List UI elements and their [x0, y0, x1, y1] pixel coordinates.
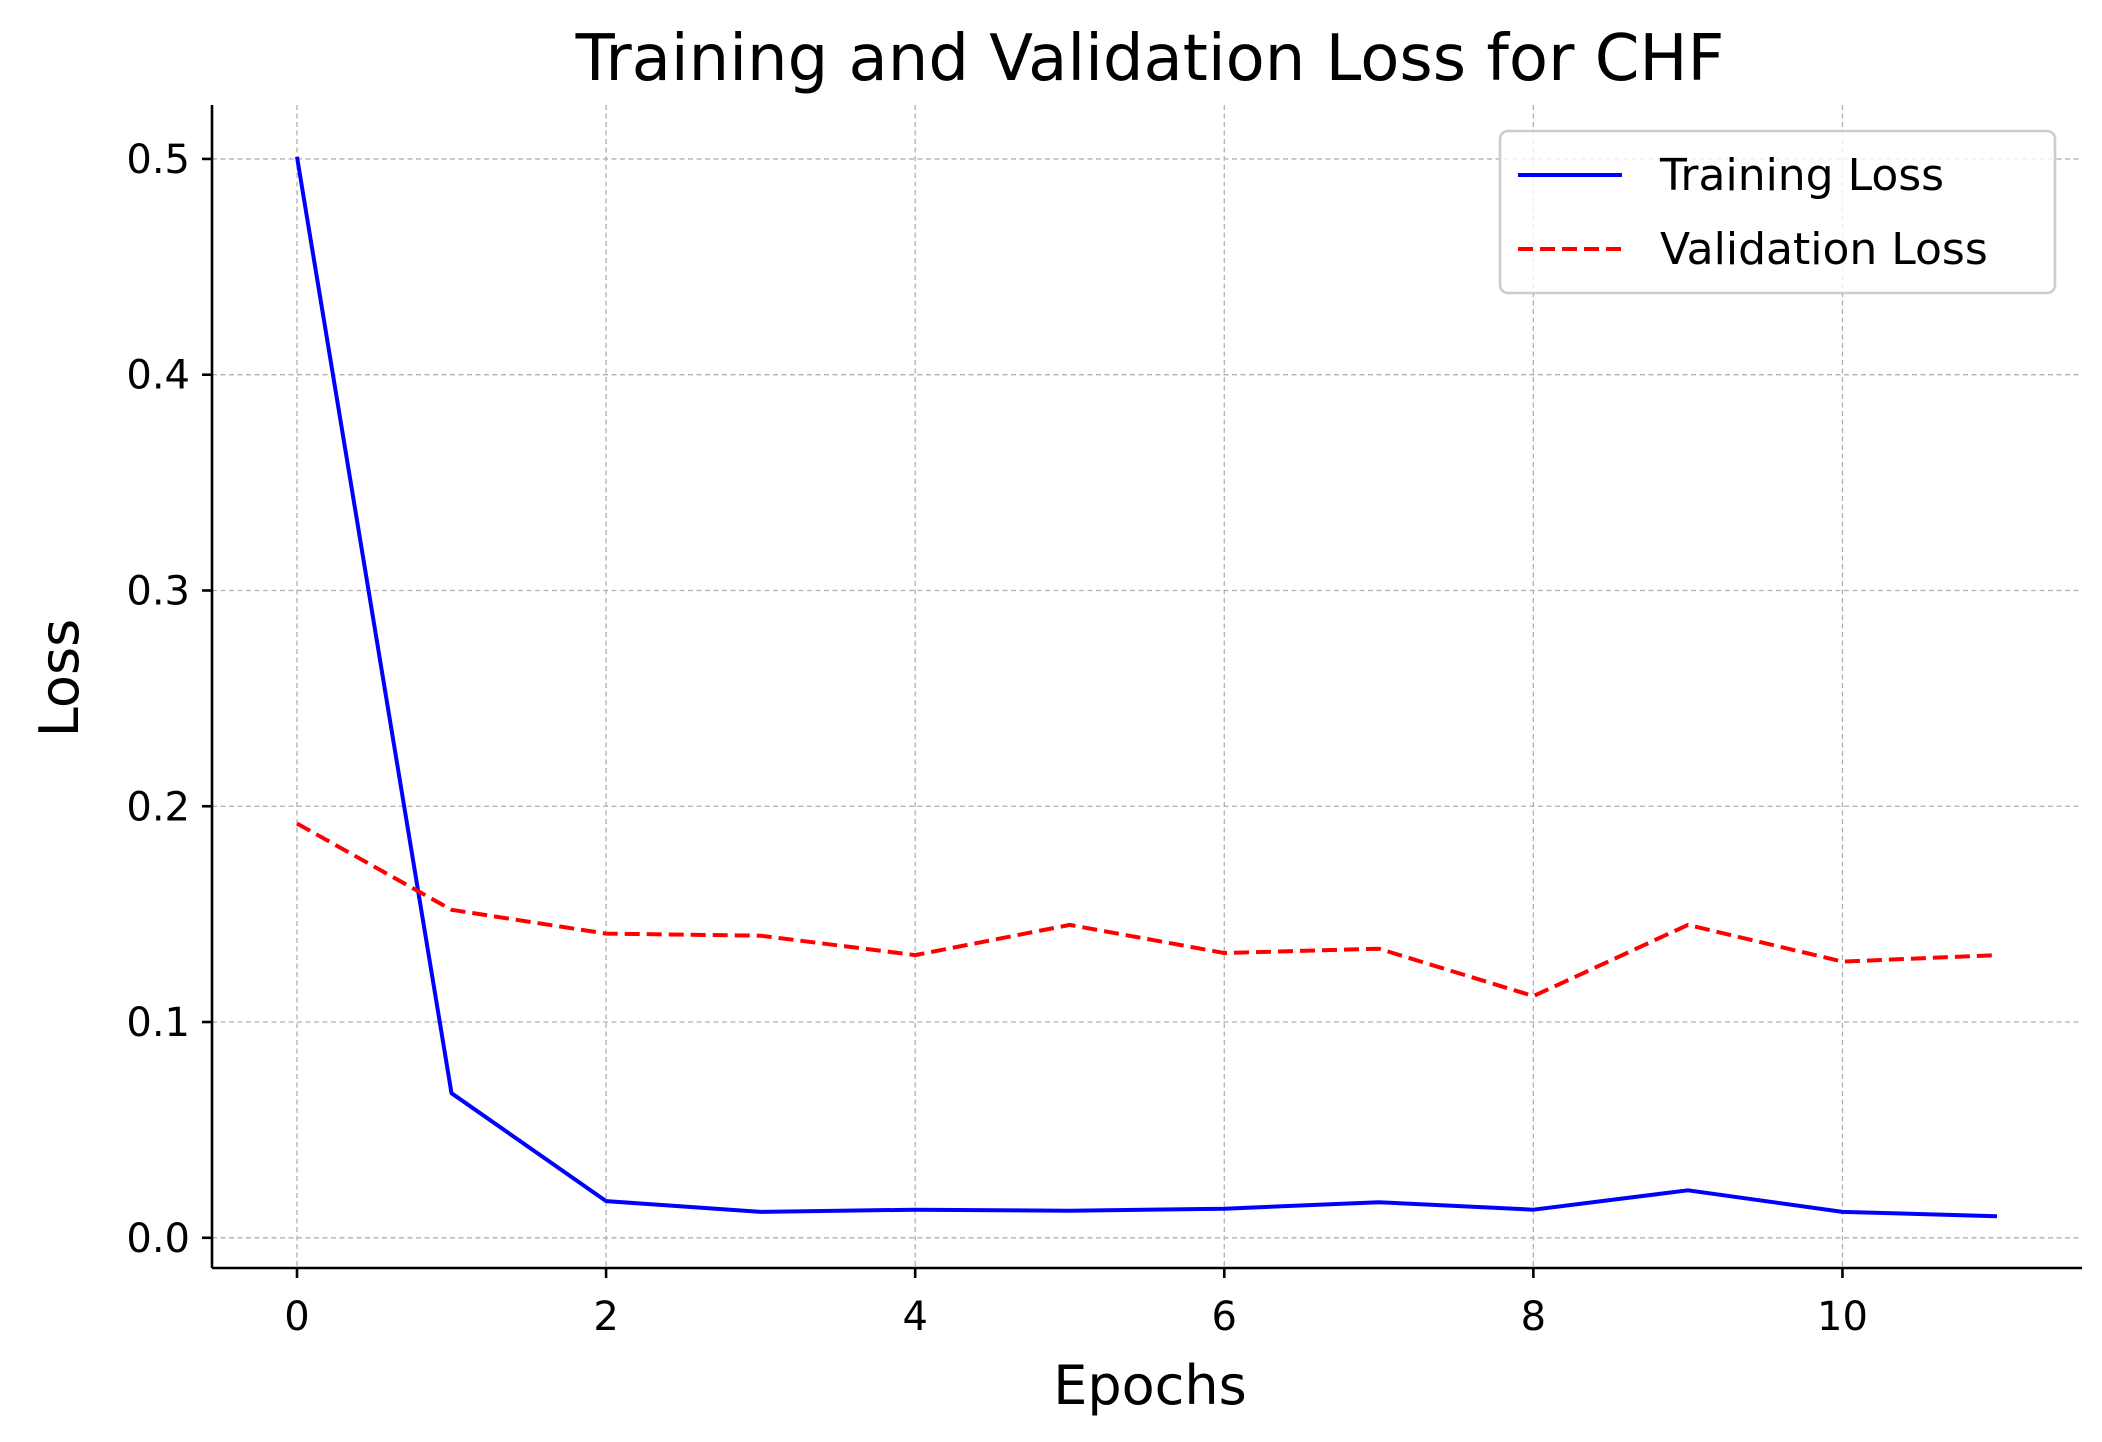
y-tick-label: 0.5 [126, 137, 190, 183]
y-tick-label: 0.2 [126, 784, 190, 830]
axes [202, 105, 2082, 1278]
chart-title: Training and Validation Loss for CHF [575, 22, 1725, 96]
y-tick-label: 0.1 [126, 1000, 190, 1046]
series-lines [295, 156, 1998, 1219]
legend-box [1498, 129, 2057, 295]
y-tick-label: 0.3 [126, 568, 190, 614]
x-tick-label: 10 [1817, 1294, 1868, 1340]
legend-label: Training Loss [1659, 150, 1944, 201]
x-tick-label: 6 [1212, 1294, 1237, 1340]
y-tick-label: 0.0 [126, 1216, 190, 1262]
y-axis-label: Loss [28, 619, 91, 737]
grid [212, 105, 2082, 1268]
x-tick-label: 2 [593, 1294, 618, 1340]
x-tick-label: 4 [902, 1294, 927, 1340]
x-axis-label: Epochs [1053, 1354, 1246, 1417]
training-loss-line [295, 156, 1998, 1219]
legend: Training Loss Validation Loss [1498, 129, 2057, 295]
validation-loss-line [296, 821, 1998, 999]
tick-labels: 0 2 4 6 8 10 0.0 0.1 0.2 0.3 0.4 0.5 [126, 137, 1868, 1340]
x-tick-label: 8 [1521, 1294, 1546, 1340]
y-tick-label: 0.4 [126, 353, 190, 399]
x-tick-label: 0 [284, 1294, 309, 1340]
legend-label: Validation Loss [1660, 224, 1988, 275]
